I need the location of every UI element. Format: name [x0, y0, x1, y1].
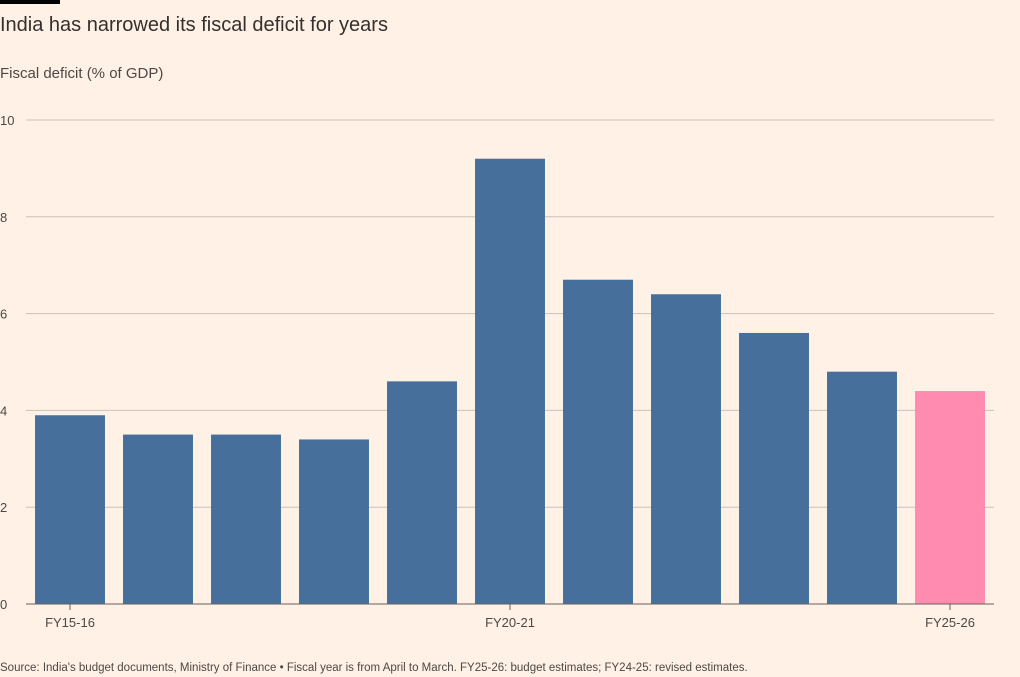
x-tick-label-FY25-26: FY25-26 [925, 615, 975, 630]
bar-FY20-21 [475, 158, 545, 604]
y-axis-ticks: 0 2 4 6 8 10 [0, 113, 14, 612]
y-tick-label-4: 4 [0, 403, 7, 418]
bar-chart: 0 2 4 6 8 10 FY15-16 FY20-21 FY25-26 [0, 113, 994, 630]
x-tick-label-FY20-21: FY20-21 [485, 615, 535, 630]
bars [35, 158, 985, 604]
bar-FY25-26 [915, 391, 985, 604]
bar-FY17-18 [211, 434, 281, 604]
y-tick-label-2: 2 [0, 500, 7, 515]
y-tick-label-0: 0 [0, 597, 7, 612]
chart-title: India has narrowed its fiscal deficit fo… [0, 14, 388, 36]
bar-FY24-25 [827, 371, 897, 604]
y-tick-label-8: 8 [0, 210, 7, 225]
source-note: Source: India's budget documents, Minist… [0, 662, 748, 674]
chart-subtitle: Fiscal deficit (% of GDP) [0, 65, 164, 82]
bar-FY16-17 [123, 434, 193, 604]
bar-FY22-23 [651, 294, 721, 604]
bar-FY19-20 [387, 381, 457, 604]
x-axis-ticks: FY15-16 FY20-21 FY25-26 [45, 604, 975, 630]
y-tick-label-10: 10 [0, 113, 14, 128]
bar-FY15-16 [35, 415, 105, 604]
bar-FY18-19 [299, 439, 369, 604]
y-tick-label-6: 6 [0, 307, 7, 322]
bar-FY23-24 [739, 332, 809, 604]
bar-FY21-22 [563, 279, 633, 604]
x-tick-label-FY15-16: FY15-16 [45, 615, 95, 630]
brand-bar [0, 0, 60, 4]
